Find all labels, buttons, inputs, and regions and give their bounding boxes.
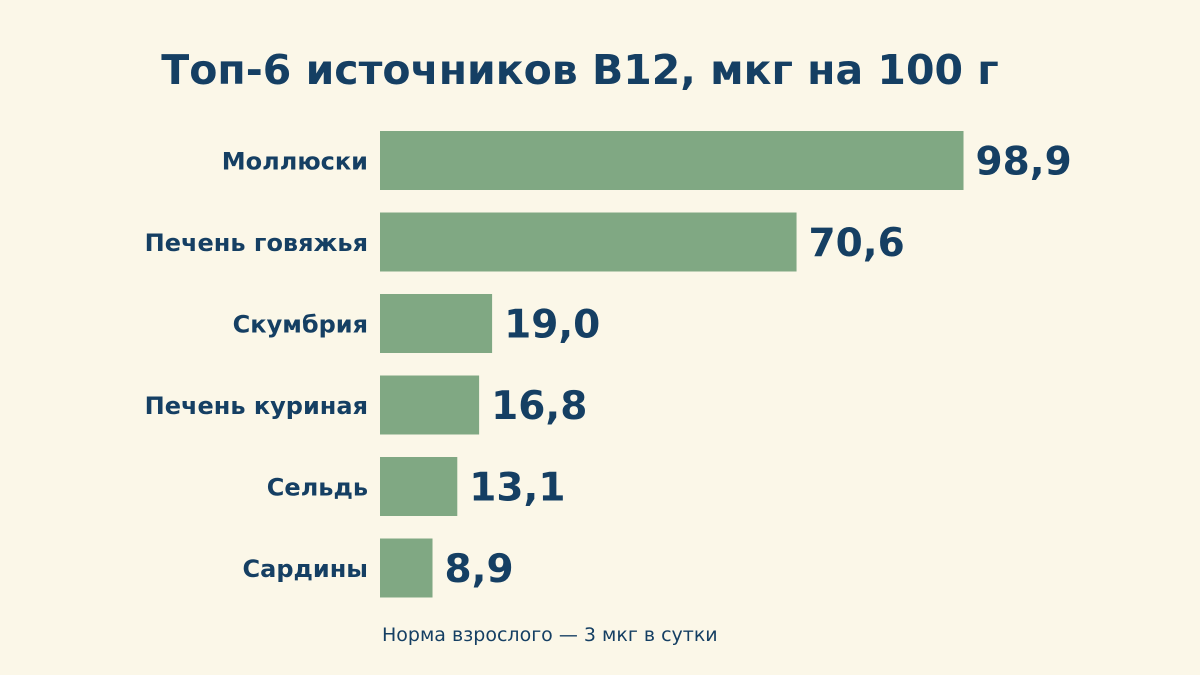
category-label-2: Печень говяжья bbox=[145, 229, 368, 257]
category-label-3: Скумбрия bbox=[233, 311, 368, 339]
value-label-1: 98,9 bbox=[976, 140, 1072, 185]
bar-3 bbox=[380, 294, 493, 353]
value-label-6: 8,9 bbox=[445, 547, 514, 592]
category-label-1: Моллюски bbox=[222, 148, 368, 176]
bar-5 bbox=[380, 457, 458, 516]
bar-6 bbox=[380, 538, 433, 598]
bars-group: Моллюски 98,9 Печень говяжья 70,6 Скумбрия 19… bbox=[145, 131, 1072, 598]
value-label-4: 16,8 bbox=[491, 384, 587, 429]
bar-4 bbox=[380, 375, 480, 435]
value-label-3: 19,0 bbox=[504, 303, 600, 348]
bar-1 bbox=[380, 131, 964, 190]
chart-note: Норма взрослого — 3 мкг в сутки bbox=[382, 624, 718, 646]
value-label-2: 70,6 bbox=[809, 221, 905, 266]
category-label-4: Печень куриная bbox=[145, 392, 368, 420]
bar-2 bbox=[380, 212, 797, 272]
category-label-5: Сельдь bbox=[267, 474, 368, 502]
value-label-5: 13,1 bbox=[469, 466, 565, 511]
category-label-6: Сардины bbox=[243, 555, 368, 583]
chart-title: Топ-6 источников B12, мкг на 100 г bbox=[161, 46, 998, 94]
